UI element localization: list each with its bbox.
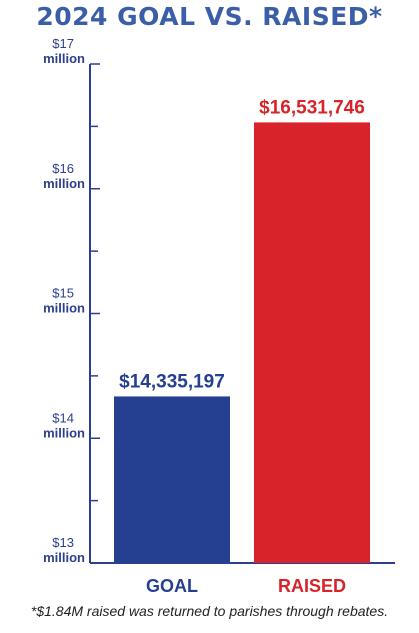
y-tick-amount: $14: [52, 410, 74, 425]
y-tick-amount: $13: [52, 535, 74, 550]
y-tick-amount: $16: [52, 161, 74, 176]
bars: $14,335,197 GOAL $16,531,746 RAISED: [114, 97, 370, 596]
category-label-raised: RAISED: [278, 576, 346, 596]
data-label-goal: $14,335,197: [119, 371, 225, 392]
y-tick-unit: million: [43, 301, 85, 316]
y-tick-unit: million: [43, 176, 85, 191]
y-tick-unit: million: [43, 51, 85, 66]
y-tick-amount: $17: [52, 36, 74, 51]
category-label-goal: GOAL: [146, 576, 198, 596]
data-label-raised: $16,531,746: [259, 97, 365, 118]
y-tick-unit: million: [43, 425, 85, 440]
chart-title: 2024 GOAL VS. RAISED*: [36, 2, 383, 31]
y-tick-label: $16 million: [43, 161, 85, 191]
y-tick-unit: million: [43, 550, 85, 565]
y-tick-amount: $15: [52, 286, 74, 301]
y-tick-label: $13 million: [43, 535, 85, 565]
bar-raised: [254, 122, 370, 564]
y-axis-ticks: $17 million$16 million$15 million$14 million…: [43, 36, 100, 565]
y-tick-label: $14 million: [43, 410, 85, 440]
y-tick-label: $15 million: [43, 286, 85, 316]
bar-goal: [114, 396, 230, 563]
footnote: *$1.84M raised was returned to parishes …: [30, 603, 389, 619]
y-tick-label: $17 million: [43, 36, 85, 66]
